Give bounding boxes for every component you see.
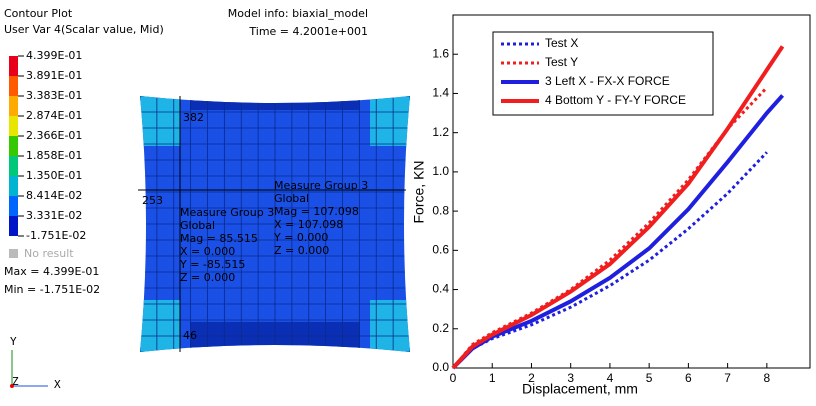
- measure-text: Global: [274, 192, 309, 205]
- colorbar-label: 4.399E-01: [26, 49, 82, 62]
- time: Time = 4.2001e+001: [248, 25, 368, 38]
- node-label: 46: [183, 329, 197, 342]
- color-band: [9, 136, 18, 156]
- contour-panel: Contour Plot User Var 4(Scalar value, Mi…: [4, 7, 410, 391]
- node-label: 382: [183, 111, 204, 124]
- node-label: 253: [142, 194, 163, 207]
- measure-text: X = 0.000: [180, 245, 235, 258]
- measure-text: Global: [180, 219, 215, 232]
- y-tick-label: 0.0: [432, 360, 449, 374]
- legend-label: 4 Bottom Y - FY-Y FORCE: [545, 93, 686, 107]
- color-band: [9, 96, 18, 116]
- colorbar-label: -1.751E-02: [26, 229, 86, 242]
- measure-text: Measure Group 3: [274, 179, 368, 192]
- triad-label: X: [54, 378, 61, 391]
- min: Min = -1.751E-02: [4, 283, 100, 296]
- colorbar: 4.399E-01 3.891E-01 3.383E-01 2.874E-01 2.36…: [9, 49, 86, 242]
- measure-text: Mag = 107.098: [274, 205, 359, 218]
- colorbar-label: 3.383E-01: [26, 89, 82, 102]
- color-band: [9, 76, 18, 96]
- legend-label: 3 Left X - FX-X FORCE: [545, 74, 670, 88]
- color-band: [9, 176, 18, 196]
- colorbar-label: 1.350E-01: [26, 169, 82, 182]
- no-result-swatch: [9, 249, 18, 258]
- y-tick-label: 1.6: [432, 46, 449, 60]
- contour-title: Contour Plot: [4, 7, 73, 20]
- measure-text: Z = 0.000: [180, 271, 235, 284]
- colorbar-label: 3.331E-02: [26, 209, 82, 222]
- color-band: [9, 216, 18, 236]
- y-axis-label: Force, KN: [411, 160, 427, 223]
- chart: Displacement, mm Force, KN 0 1 2 3 4 5 6 7 8 0.0 0…: [411, 14, 811, 397]
- x-tick-label: 5: [646, 371, 653, 385]
- x-tick-label: 3: [567, 371, 574, 385]
- triad-label: Z: [12, 375, 19, 388]
- x-tick-label: 4: [607, 371, 614, 385]
- color-band: [9, 156, 18, 176]
- y-tick-label: 1.4: [432, 86, 449, 100]
- x-tick-label: 7: [724, 371, 731, 385]
- plot-area: [452, 14, 811, 369]
- color-band: [9, 196, 18, 216]
- measure-text: Z = 0.000: [274, 244, 329, 257]
- legend-label: Test Y: [545, 55, 578, 69]
- colorbar-label: 3.891E-01: [26, 69, 82, 82]
- colorbar-label: 1.858E-01: [26, 149, 82, 162]
- corner: [140, 300, 180, 352]
- series-line: [451, 94, 785, 370]
- measure-text: Y = 0.000: [273, 231, 328, 244]
- series-line: [451, 45, 785, 370]
- x-tick-label: 8: [764, 371, 771, 385]
- triad-z: [10, 384, 14, 388]
- mesh-grid: [140, 96, 410, 352]
- mesh: [140, 96, 410, 352]
- measure-text: X = 107.098: [274, 218, 343, 231]
- legend-label: Test X: [545, 36, 578, 50]
- colorbar-label: 2.874E-01: [26, 109, 82, 122]
- x-tick-label: 2: [528, 371, 535, 385]
- y-tick-label: 0.4: [432, 282, 449, 296]
- model-info: Model info: biaxial_model: [228, 7, 368, 20]
- y-tick-label: 0.6: [432, 243, 449, 257]
- x-tick-label: 1: [489, 371, 496, 385]
- series-line: [451, 86, 768, 369]
- triad-label: Y: [10, 335, 17, 348]
- x-tick-label: 0: [450, 371, 457, 385]
- y-tick-label: 0.8: [432, 203, 449, 217]
- max: Max = 4.399E-01: [4, 265, 99, 278]
- measure-text: Mag = 85.515: [180, 232, 258, 245]
- corner: [370, 96, 410, 146]
- y-tick-label: 0.2: [432, 321, 449, 335]
- x-tick-label: 6: [685, 371, 692, 385]
- contour-subtitle: User Var 4(Scalar value, Mid): [4, 23, 164, 36]
- colorbar-label: 8.414E-02: [26, 189, 82, 202]
- x-axis-label: Displacement, mm: [522, 381, 638, 397]
- measure-text: Measure Group 3: [180, 206, 274, 219]
- colorbar-label: 2.366E-01: [26, 129, 82, 142]
- y-tick-label: 1.0: [432, 164, 449, 178]
- corner: [370, 300, 410, 352]
- no-result: No result: [24, 247, 74, 260]
- corner: [140, 96, 180, 146]
- y-tick-label: 1.2: [432, 125, 449, 139]
- color-band: [9, 56, 18, 76]
- color-band: [9, 116, 18, 136]
- measure-text: Y = -85.515: [179, 258, 245, 271]
